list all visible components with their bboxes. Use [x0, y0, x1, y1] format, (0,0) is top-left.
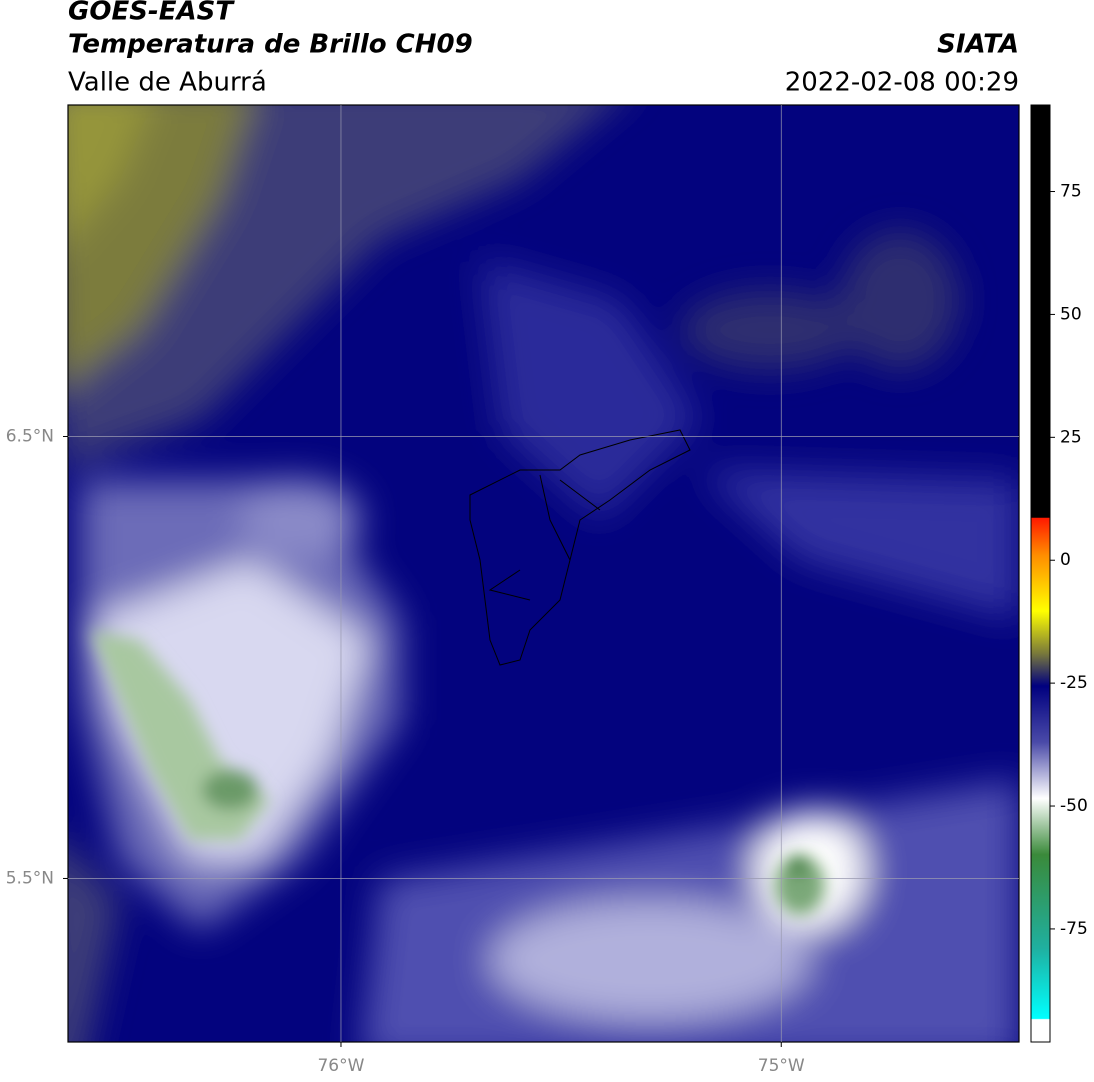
colorbar-tick-label: 0 — [1060, 550, 1071, 570]
title: GOES-EAST — [68, 0, 235, 27]
colorbar-tick-label: -50 — [1060, 796, 1088, 816]
y-tick-label: 6.5°N — [6, 426, 54, 446]
y-tick-label: 5.5°N — [6, 868, 54, 888]
satellite-image — [68, 105, 1019, 1042]
colorbar-tick-label: 25 — [1060, 427, 1082, 447]
colorbar-tick-label: -75 — [1060, 919, 1088, 939]
subtitle: Temperatura de Brillo CH09 — [68, 30, 473, 60]
colorbar-tick-label: 75 — [1060, 182, 1082, 202]
x-tick-label: 75°W — [758, 1056, 805, 1076]
datetime: 2022-02-08 00:29 — [785, 68, 1019, 98]
region: Valle de Aburrá — [68, 68, 267, 98]
map-frame — [67, 104, 1020, 1043]
x-tick-label: 76°W — [317, 1056, 364, 1076]
colorbar-tick-label: 50 — [1060, 304, 1082, 324]
colorbar-tick-label: -25 — [1060, 673, 1088, 693]
source: SIATA — [937, 30, 1019, 60]
colorbar — [1030, 104, 1051, 1043]
